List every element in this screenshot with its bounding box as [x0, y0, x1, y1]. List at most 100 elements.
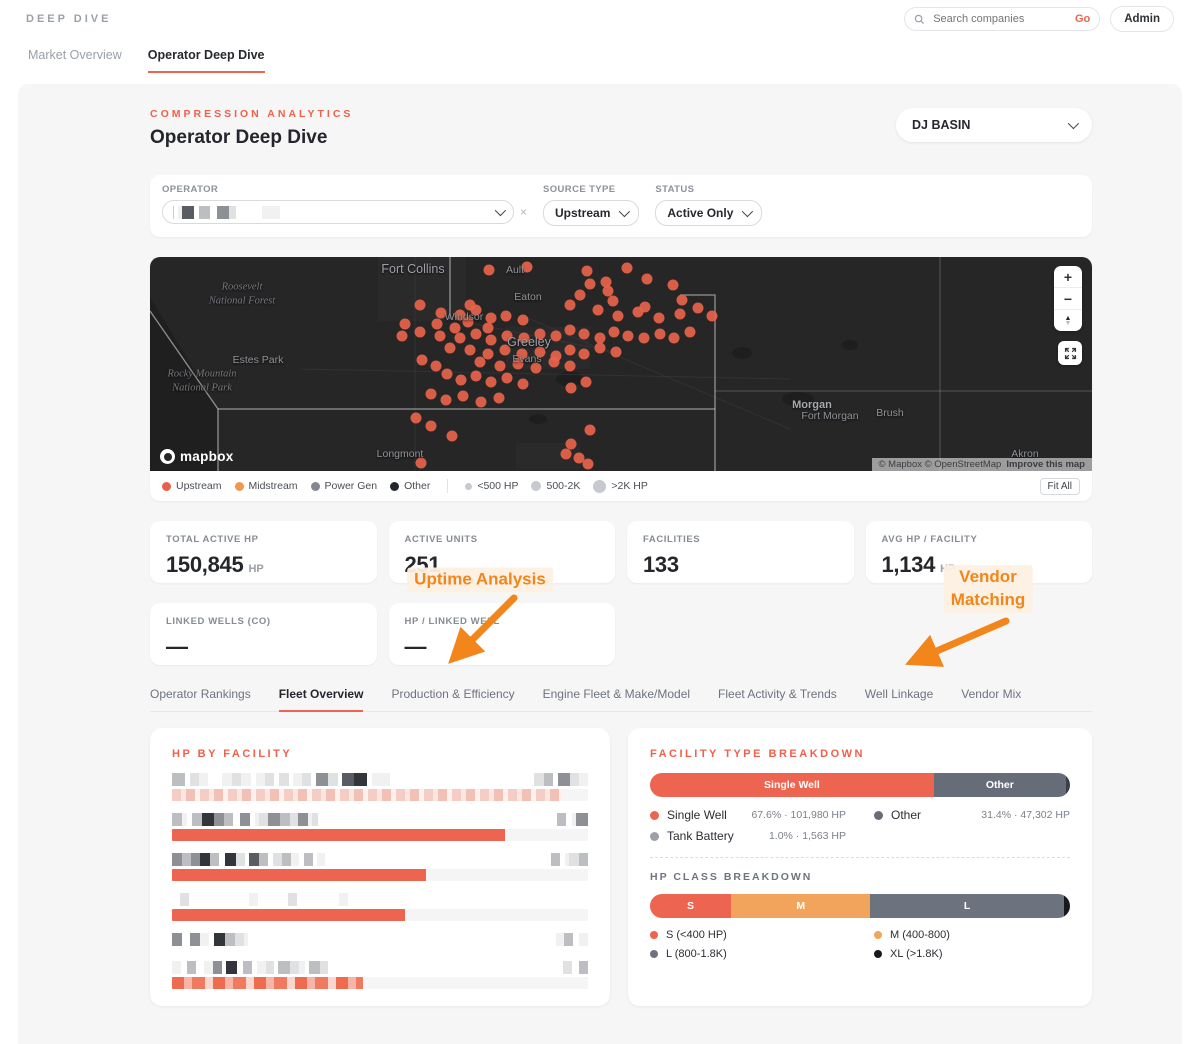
facility-row — [172, 933, 588, 946]
tab-vendor-mix[interactable]: Vendor Mix — [961, 687, 1022, 701]
status-label: STATUS — [655, 184, 695, 195]
hp-class-legend: S (<400 HP) M (400-800) L (800-1.8K) XL (>1… — [650, 929, 1070, 960]
redacted-block — [172, 853, 182, 866]
basin-select[interactable]: DJ BASIN — [896, 108, 1092, 142]
hp-class-title: HP CLASS BREAKDOWN — [650, 871, 813, 883]
stat-label: ACTIVE UNITS — [404, 534, 478, 545]
hp-by-facility-title: HP BY FACILITY — [172, 748, 293, 760]
legend-power-gen: Power Gen — [310, 480, 377, 492]
redacted-block — [273, 853, 282, 866]
bar-segment-s: S — [650, 894, 732, 918]
status-select[interactable]: Active Only — [655, 200, 763, 226]
redacted-block — [308, 813, 312, 826]
redacted-block — [229, 205, 236, 219]
company-search[interactable]: Go — [904, 7, 1101, 31]
stat-value: 133 — [643, 552, 838, 578]
redacted-block — [172, 813, 182, 826]
admin-button[interactable]: Admin — [1110, 6, 1174, 32]
redacted-block — [563, 961, 572, 974]
redacted-block — [302, 773, 311, 786]
fullscreen-button[interactable] — [1058, 341, 1082, 365]
divider — [650, 857, 1070, 858]
zoom-in-button[interactable]: + — [1054, 266, 1082, 288]
compass-pitch-button[interactable]: ▲ ▼ — [1064, 314, 1072, 327]
redacted-block — [190, 933, 200, 946]
redacted-block — [266, 961, 274, 974]
tab-fleet-activity-trends[interactable]: Fleet Activity & Trends — [718, 687, 837, 701]
tab-engine-fleet-make-model[interactable]: Engine Fleet & Make/Model — [542, 687, 691, 701]
redacted-block — [236, 853, 245, 866]
facility-label-redacted — [172, 893, 588, 906]
redacted-block — [372, 773, 382, 786]
facility-hp-bar — [172, 977, 588, 989]
redacted-block — [217, 205, 229, 219]
clear-operator-button[interactable]: × — [520, 205, 528, 219]
facility-type-title: FACILITY TYPE BREAKDOWN — [650, 748, 865, 760]
redacted-block — [320, 961, 328, 974]
redacted-block — [565, 853, 569, 866]
redacted-block — [257, 961, 266, 974]
redacted-block — [200, 933, 209, 946]
page-tab-operator-deep-dive[interactable]: Operator Deep Dive — [147, 48, 265, 73]
facility-label-redacted — [172, 961, 588, 974]
legend-size-dot — [465, 482, 473, 490]
source-type-select[interactable]: Upstream — [543, 200, 640, 226]
facility-value-redacted — [557, 813, 588, 826]
redacted-block — [572, 961, 579, 974]
tab-fleet-overview[interactable]: Fleet Overview — [278, 687, 364, 712]
legend-l-800-1-8k: L (800-1.8K) — [650, 948, 846, 960]
facility-type-card: FACILITY TYPE BREAKDOWN Single Well Other… — [628, 728, 1092, 1006]
main-panel: COMPRESSION ANALYTICS Operator Deep Dive… — [18, 84, 1182, 1044]
facility-hp-bar-fill — [172, 789, 564, 801]
operator-select[interactable] — [162, 200, 514, 224]
chevron-down-icon — [619, 205, 631, 218]
legend-m-400-800: M (400-800) — [874, 929, 1070, 941]
bar-segment-sliver — [1065, 773, 1070, 797]
redacted-block — [309, 961, 320, 974]
redacted-block — [579, 773, 588, 786]
tab-production-efficiency[interactable]: Production & Efficiency — [391, 687, 515, 701]
map-zoom-controls: + − ▲ ▼ — [1054, 266, 1082, 331]
stat-label: AVG HP / FACILITY — [881, 534, 978, 545]
map-canvas[interactable]: Fort Collins Ault Eaton Windsor Greeley Evans… — [150, 257, 1092, 471]
legend-dot — [874, 810, 883, 820]
stat-number: 150,845 — [166, 552, 244, 577]
redacted-block — [342, 773, 354, 786]
legend-size-dot — [531, 481, 542, 491]
redacted-block — [259, 813, 268, 826]
legend-dot — [310, 481, 320, 491]
legend-name: Other — [891, 808, 922, 822]
redacted-block — [182, 813, 187, 826]
redacted-block — [189, 893, 249, 906]
search-input[interactable] — [931, 12, 1069, 26]
redacted-block — [214, 933, 225, 946]
redacted-block — [290, 813, 298, 826]
redacted-block — [382, 773, 390, 786]
legend-label: Other — [404, 480, 431, 492]
redacted-block — [187, 961, 196, 974]
redacted-block — [291, 853, 299, 866]
legend-other: Other — [390, 480, 430, 492]
redacted-block — [280, 813, 290, 826]
chevron-down-icon — [1067, 117, 1080, 130]
redacted-block — [279, 773, 289, 786]
legend-dot — [874, 950, 882, 958]
page-tab-market-overview[interactable]: Market Overview — [28, 48, 122, 62]
fit-all-button[interactable]: Fit All — [1039, 477, 1080, 495]
redacted-block — [258, 893, 288, 906]
legend-name: Single Well — [667, 808, 727, 822]
redacted-block — [243, 961, 252, 974]
zoom-out-button[interactable]: − — [1054, 288, 1082, 310]
legend-midstream: Midstream — [234, 480, 298, 492]
facility-row — [172, 773, 588, 801]
stat-card-facilities: FACILITIES 133 — [627, 521, 854, 583]
tab-well-linkage[interactable]: Well Linkage — [864, 687, 934, 701]
tab-operator-rankings[interactable]: Operator Rankings — [150, 687, 251, 701]
stat-value: — — [166, 634, 361, 660]
stat-label: LINKED WELLS (CO) — [166, 616, 271, 627]
legend-label: <500 HP — [477, 480, 519, 492]
facility-label-redacted — [172, 813, 588, 826]
mapbox-logo[interactable]: mapbox — [160, 449, 234, 464]
search-go-button[interactable]: Go — [1074, 13, 1091, 25]
improve-map-link[interactable]: Improve this map — [1006, 459, 1085, 470]
